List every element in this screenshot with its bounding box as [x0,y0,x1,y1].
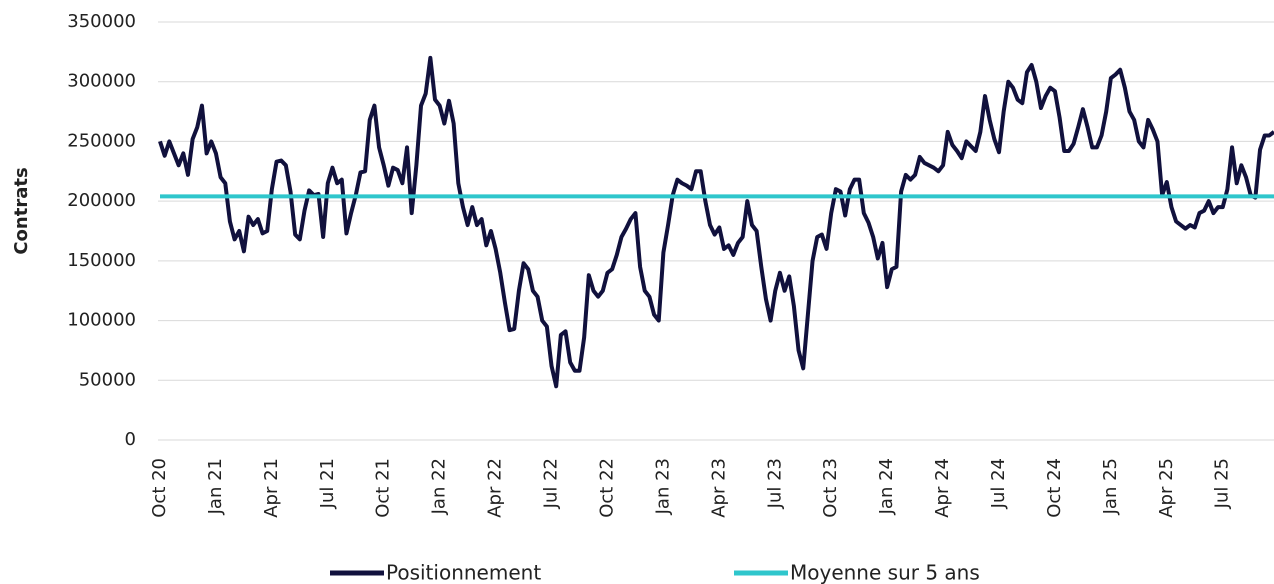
y-tick-label: 250000 [67,130,136,151]
y-tick-label: 150000 [67,250,136,271]
y-tick-label: 50000 [79,369,136,390]
x-tick-label: Oct 20 [149,458,170,518]
y-tick-label: 350000 [67,11,136,32]
y-axis-label: Contrats [11,167,32,254]
line-series [158,55,1274,389]
y-tick-label: 300000 [67,71,136,92]
x-tick-label: Jan 23 [652,458,673,515]
legend-label: Moyenne sur 5 ans [790,561,980,584]
y-tick-label: 0 [125,429,136,450]
x-tick-label: Apr 22 [485,458,506,518]
x-tick-label: Jul 22 [541,458,562,509]
x-tick-label: Jan 21 [205,458,226,515]
x-tick-label: Oct 21 [373,458,394,518]
x-tick-label: Apr 25 [1156,458,1177,518]
x-tick-label: Apr 21 [261,458,282,518]
x-tick-label: Apr 23 [708,458,729,518]
x-tick-label: Apr 24 [932,458,953,518]
x-tick-label: Jul 24 [988,458,1009,509]
x-tick-label: Jan 25 [1100,458,1121,515]
x-tick-label: Oct 23 [820,458,841,518]
legend-label: Positionnement [386,561,541,584]
x-tick-label: Jul 21 [317,458,338,509]
x-tick-label: Oct 24 [1044,458,1065,518]
x-tick-label: Jan 22 [429,458,450,515]
x-tick-label: Jul 25 [1212,458,1233,509]
x-tick-label: Jan 24 [876,458,897,515]
y-tick-label: 100000 [67,310,136,331]
x-tick-label: Oct 22 [596,458,617,518]
x-tick-label: Jul 23 [764,458,785,509]
y-tick-label: 200000 [67,190,136,211]
